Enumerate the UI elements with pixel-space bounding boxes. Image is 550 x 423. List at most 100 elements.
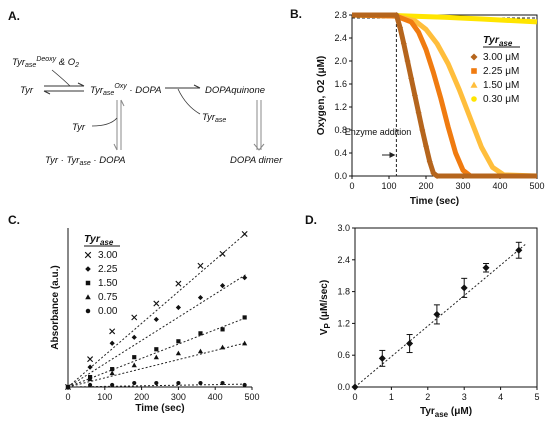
data-point-c [87,356,94,363]
y-tick-label-d: 1.8 [337,287,350,297]
data-point-c [153,354,159,360]
legend-marker-c [84,251,92,259]
x-tick-label-b: 100 [381,181,396,191]
x-tick-label-b: 300 [455,181,470,191]
scheme-tyrase-deoxy-o2: TyraseDeoxy & O2 [12,56,79,69]
chart-c-absorbance: 0 100 200 300 400 500 Time (sec) Absorbance (a.… [50,228,260,414]
scheme-dopa-dimer: DOPA dimer [230,155,283,166]
legend-label-c: 0.00 [98,306,118,317]
scheme-tyr: Tyr [20,85,34,96]
data-point-c [131,314,138,321]
y-tick-label-d: 3.0 [337,223,350,233]
scheme-tyr-tyrase-dopa: Tyr · Tyrase · DOPA [45,155,125,167]
x-tick-label-d: 4 [498,392,503,402]
x-tick-label-c: 100 [97,392,112,402]
data-point-c [176,380,181,386]
fit-line-d [354,243,527,388]
data-point-c [154,380,159,386]
reaction-scheme: TyraseDeoxy & O2 Tyr TyraseOxy · DOPA DO… [12,56,283,167]
data-point-c [242,382,247,388]
legend-b: Tyrase 3.00 μM 2.25 μM 1.50 μM 0.30 μM [470,34,520,105]
data-point-c [175,350,181,356]
data-point-d [406,340,414,348]
data-point-c [219,344,226,350]
data-point-b [426,158,433,165]
data-point-c [197,294,204,301]
scheme-dopaquinone: DOPAquinone [205,85,265,96]
data-point-c [242,315,247,320]
y-tick-label-b: 0.0 [334,171,347,181]
data-point-b [397,24,404,31]
data-point-c [153,316,159,323]
data-point-d [378,354,386,362]
legend-marker-b [471,96,477,102]
y-axis-label-d: VP (μM/sec) [319,280,332,335]
y-tick-label-b: 2.8 [334,10,347,20]
data-point-c [131,334,137,340]
legend-marker-c [85,294,91,300]
y-tick-label-d: 1.2 [337,318,350,328]
legend-title-c: Tyrase [84,233,114,247]
panel-letter-d: D. [305,213,317,227]
data-point-d [433,310,441,318]
fit-line-c [67,232,247,388]
scheme-oxy-complex: TyraseOxy · DOPA [90,83,161,97]
data-point-c [153,300,160,307]
scheme-tyrase: Tyrase [202,112,226,124]
data-point-c [87,376,93,382]
data-point-c [241,230,248,237]
x-tick-label-c: 200 [134,392,149,402]
data-point-c [154,347,159,352]
scheme-tyr-2: Tyr [72,122,86,133]
legend-marker-c [85,280,91,286]
x-tick-label-d: 2 [425,392,430,402]
x-axis-label-d: Tyrase (μM) [420,406,472,419]
data-point-b [415,109,422,116]
data-point-c [110,382,115,388]
data-point-b [408,75,415,82]
data-point-b [400,40,407,47]
data-point-c [242,275,248,281]
x-tick-label-d: 0 [352,392,357,402]
x-tick-label-d: 3 [462,392,467,402]
fit-line-c [67,342,247,388]
data-point-c [109,340,115,346]
data-point-c [219,250,226,257]
data-point-c [131,362,137,368]
data-point-c [65,384,71,390]
data-point-c [175,280,182,287]
legend-marker-b [471,68,477,74]
data-point-c [87,364,93,370]
data-point-d [515,246,523,254]
legend-label-c: 2.25 [98,264,118,275]
data-point-b [430,170,437,177]
x-tick-label-c: 300 [171,392,186,402]
y-tick-label-b: 0.4 [334,148,347,158]
y-tick-label-b: 1.6 [334,79,347,89]
data-point-c [176,339,181,344]
annotation-enzyme-addition: Enzyme addition [345,127,412,137]
legend-label-c: 0.75 [98,292,118,303]
data-point-c [88,382,93,388]
legend-marker-c [85,308,91,314]
x-tick-label-d: 5 [534,392,539,402]
data-point-c [175,304,181,311]
data-point-c [219,283,226,289]
data-point-c [109,328,116,335]
data-point-c [109,370,115,376]
series-line-b [351,12,537,179]
data-point-b [423,143,429,150]
legend-marker-b [470,53,478,61]
data-point-c [110,367,115,372]
y-axis-label-b: Oxygen, O2 (μM) [316,56,327,135]
legend-label-b: 1.50 μM [483,80,519,91]
y-tick-label-b: 1.2 [334,102,347,112]
data-point-b [411,92,418,99]
data-point-b [419,127,426,133]
y-tick-label-b: 2.0 [334,56,347,66]
x-axis-label-b: Time (sec) [410,196,459,207]
x-tick-label-c: 400 [208,392,223,402]
panel-letter-b: B. [290,7,302,21]
x-tick-label-b: 400 [492,181,507,191]
plot-frame-d [354,227,538,388]
